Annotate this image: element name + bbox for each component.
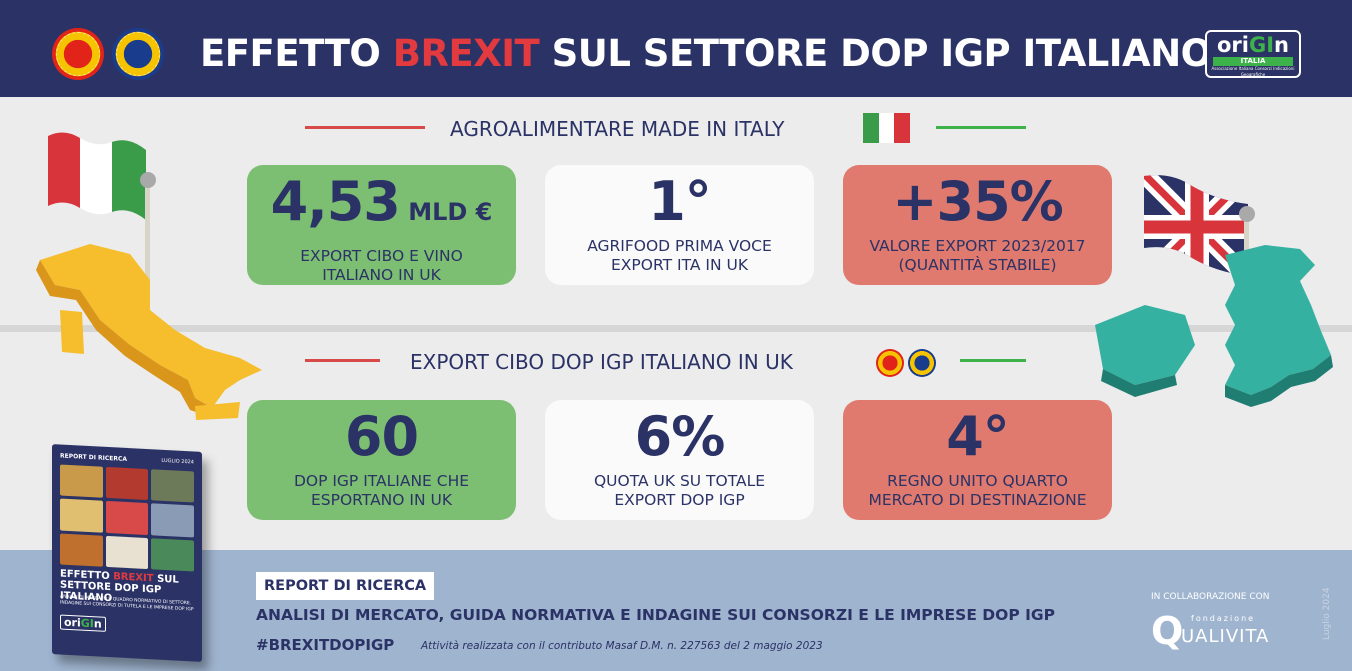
- stat-desc-line1: AGRIFOOD PRIMA VOCE: [587, 237, 772, 255]
- stat-unit: MLD €: [399, 198, 493, 226]
- report-label: REPORT DI RICERCA: [256, 572, 435, 600]
- stat-value: 6%: [634, 405, 726, 468]
- stat-value: 60: [344, 405, 419, 468]
- title-line-green: [960, 359, 1026, 362]
- flag-pole-knob: [1239, 206, 1255, 222]
- stat-desc-line2: EXPORT DOP IGP: [614, 491, 745, 509]
- stat-card-agrifood-rank: 1° AGRIFOOD PRIMA VOCE EXPORT ITA IN UK: [545, 165, 814, 285]
- stat-value: 1°: [648, 170, 712, 233]
- qualivita-q-icon: Q: [1151, 609, 1184, 653]
- stat-desc-line2: MERCATO DI DESTINAZIONE: [868, 491, 1087, 509]
- italy-map-icon: [36, 244, 262, 420]
- book-logo-post: n: [93, 617, 102, 631]
- stat-value: 4°: [946, 405, 1010, 468]
- title-line-green: [936, 126, 1026, 129]
- logo-word-gi: GI: [1248, 33, 1275, 57]
- stat-card-uk-share: 6% QUOTA UK SU TOTALE EXPORT DOP IGP: [545, 400, 814, 520]
- stat-desc-line1: VALORE EXPORT 2023/2017: [869, 237, 1086, 255]
- title-pre: EFFETTO: [200, 32, 393, 75]
- uk-map-icon: [1095, 245, 1333, 407]
- qualivita-logo: Q fondazione UALIVITA: [1151, 610, 1291, 652]
- footer: [0, 550, 1352, 671]
- dop-seal-icon: [52, 28, 104, 80]
- origin-italia-logo: oriGIn ITALIA Associazione Italiana Cons…: [1205, 30, 1301, 78]
- stat-desc-line2: ITALIANO IN UK: [322, 266, 441, 284]
- italian-waving-flag-icon: [48, 132, 146, 220]
- header: EFFETTO BREXIT SUL SETTORE DOP IGP ITALI…: [0, 0, 1352, 97]
- title-post: SUL SETTORE DOP IGP ITALIANO: [539, 32, 1212, 75]
- stat-card-dop-igp-count: 60 DOP IGP ITALIANE CHE ESPORTANO IN UK: [247, 400, 516, 520]
- stat-desc-line1: QUOTA UK SU TOTALE: [593, 472, 766, 490]
- flag-pole-knob: [140, 172, 156, 188]
- report-date: Luglio 2024: [1322, 587, 1332, 640]
- qualivita-fondazione: fondazione: [1191, 614, 1256, 623]
- report-cover: REPORT DI RICERCA LUGLIO 2024 EFFETTO BR…: [52, 444, 202, 662]
- stat-value: +35%: [892, 170, 1063, 233]
- logo-word-pre: ori: [1217, 33, 1249, 57]
- page-title: EFFETTO BREXIT SUL SETTORE DOP IGP ITALI…: [200, 28, 1212, 80]
- book-top-label: REPORT DI RICERCA: [60, 452, 128, 464]
- stat-desc-line2: EXPORT ITA IN UK: [611, 256, 748, 274]
- stat-card-uk-market-rank: 4° REGNO UNITO QUARTO MERCATO DI DESTINAZ…: [843, 400, 1112, 520]
- stat-desc-line1: EXPORT CIBO E VINO: [300, 247, 463, 265]
- logo-word-post: n: [1274, 33, 1289, 57]
- hashtag: #BREXITDOPIGP: [256, 636, 395, 654]
- title-highlight: BREXIT: [392, 32, 540, 75]
- funding-credit: Attività realizzata con il contributo Ma…: [421, 640, 823, 652]
- qualivita-name: UALIVITA: [1181, 626, 1270, 647]
- igp-seal-icon: [908, 349, 936, 377]
- stat-desc-line2: ESPORTANO IN UK: [310, 491, 452, 509]
- igp-seal-icon: [112, 28, 164, 80]
- logo-sub: ITALIA: [1213, 57, 1293, 66]
- stat-desc-line1: REGNO UNITO QUARTO: [887, 472, 1068, 490]
- dop-seal-icon: [876, 349, 904, 377]
- section2-title: EXPORT CIBO DOP IGP ITALIANO IN UK: [410, 350, 793, 374]
- stat-card-export-value: 4,53 MLD € EXPORT CIBO E VINO ITALIANO IN…: [247, 165, 516, 285]
- report-subtitle: ANALISI DI MERCATO, GUIDA NORMATIVA E IN…: [256, 606, 1055, 624]
- book-logo-gi: GI: [80, 616, 94, 631]
- section1-title: AGROALIMENTARE MADE IN ITALY: [450, 117, 785, 141]
- logo-tagline: Associazione Italiana Consorzi Indicazio…: [1211, 66, 1295, 77]
- stat-value: 4,53: [270, 170, 401, 233]
- collaboration-label: IN COLLABORAZIONE CON: [1151, 592, 1270, 602]
- title-line-red: [305, 359, 380, 362]
- stat-desc-line2: (QUANTITÀ STABILE): [898, 256, 1057, 274]
- band-separator: [0, 325, 1352, 332]
- title-line-red: [305, 126, 425, 129]
- book-photo-grid: [60, 464, 194, 572]
- stat-desc-line1: DOP IGP ITALIANE CHE: [293, 472, 470, 490]
- stat-card-export-growth: +35% VALORE EXPORT 2023/2017 (QUANTITÀ ST…: [843, 165, 1112, 285]
- book-logo-pre: ori: [64, 615, 81, 630]
- italian-flag-icon: [863, 113, 911, 143]
- book-origin-logo: oriGIn: [60, 614, 106, 632]
- book-date: LUGLIO 2024: [161, 457, 194, 466]
- flag-pole: [145, 182, 150, 322]
